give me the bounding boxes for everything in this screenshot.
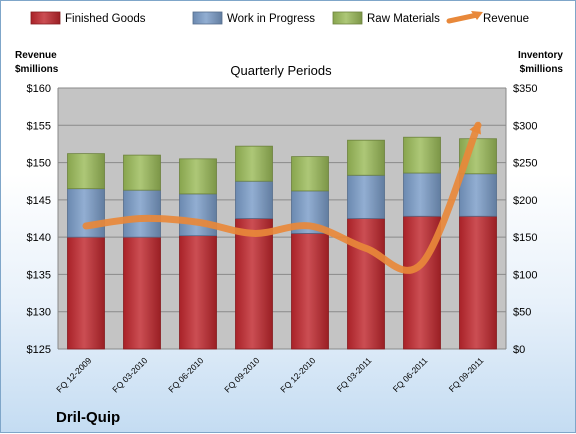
left-tick-label: $155 bbox=[27, 120, 51, 132]
x-tick-label: FQ 03-2011 bbox=[335, 355, 374, 394]
right-tick-label: $0 bbox=[513, 344, 525, 356]
legend-label: Revenue bbox=[483, 13, 529, 25]
bar-raw-materials bbox=[291, 156, 329, 192]
bar-raw-materials bbox=[347, 139, 385, 176]
left-tick-label: $140 bbox=[27, 232, 51, 244]
revenue-arrowhead bbox=[469, 121, 481, 135]
bar-work-in-progress bbox=[347, 174, 385, 219]
right-tick-label: $200 bbox=[513, 195, 537, 207]
bar-raw-materials bbox=[67, 153, 105, 190]
bar-work-in-progress bbox=[459, 173, 497, 217]
left-tick-label: $160 bbox=[27, 83, 51, 95]
legend-label: Raw Materials bbox=[367, 13, 440, 25]
x-tick-label: FQ 12-2010 bbox=[278, 355, 317, 394]
bar-raw-materials bbox=[403, 136, 441, 174]
bar-finished-goods bbox=[291, 233, 329, 350]
x-tick-label: FQ 09-2011 bbox=[447, 355, 486, 394]
x-tick-label: FQ 12-2009 bbox=[54, 355, 93, 394]
plot-area: $125 $130 $135 $140 $145 $150 $155 $160 $0 $50 $10… bbox=[27, 83, 538, 394]
bar-finished-goods bbox=[179, 235, 217, 350]
bar-work-in-progress bbox=[235, 180, 273, 219]
bar-raw-materials bbox=[179, 158, 217, 195]
x-tick-label: FQ 03-2010 bbox=[110, 355, 149, 394]
bar-work-in-progress bbox=[403, 172, 441, 217]
bar-finished-goods bbox=[67, 236, 105, 350]
bar-finished-goods bbox=[235, 218, 273, 350]
revenue-line bbox=[82, 121, 482, 274]
bar-finished-goods bbox=[459, 215, 497, 350]
right-tick-label: $150 bbox=[513, 232, 537, 244]
right-axis-label-line2: $millions bbox=[520, 64, 564, 75]
left-axis-label-line1: Revenue bbox=[15, 50, 57, 61]
bar-work-in-progress bbox=[179, 193, 217, 237]
left-tick-label: $130 bbox=[27, 307, 51, 319]
right-tick-label: $50 bbox=[513, 307, 531, 319]
chart-title: Quarterly Periods bbox=[230, 63, 332, 78]
legend-label: Finished Goods bbox=[65, 13, 146, 25]
left-axis-label-line2: $millions bbox=[15, 64, 59, 75]
x-tick-label: FQ 06-2010 bbox=[166, 355, 205, 394]
brand-label: Dril-Quip bbox=[56, 409, 120, 426]
bar-finished-goods bbox=[347, 218, 385, 350]
bar-finished-goods bbox=[123, 236, 161, 350]
left-tick-label: $135 bbox=[27, 269, 51, 281]
legend-swatch-revenue bbox=[446, 12, 480, 24]
legend-swatch bbox=[192, 11, 223, 25]
bar-raw-materials bbox=[123, 154, 161, 191]
legend-swatch bbox=[332, 11, 363, 25]
x-tick-label: FQ 09-2010 bbox=[222, 355, 261, 394]
bar-work-in-progress bbox=[123, 189, 161, 238]
bar-raw-materials bbox=[235, 145, 273, 182]
bar-work-in-progress bbox=[67, 188, 105, 238]
right-tick-label: $350 bbox=[513, 83, 537, 95]
legend-swatch bbox=[30, 11, 61, 25]
left-tick-label: $145 bbox=[27, 195, 51, 207]
x-tick-label: FQ 06-2011 bbox=[391, 355, 430, 394]
right-tick-label: $100 bbox=[513, 269, 537, 281]
legend-label: Work in Progress bbox=[227, 13, 315, 25]
legend-arrow-revenue bbox=[471, 11, 483, 20]
legend: Finished Goods Work in Progress Raw Materi… bbox=[30, 11, 529, 25]
left-tick-label: $150 bbox=[27, 158, 51, 170]
right-tick-label: $300 bbox=[513, 120, 537, 132]
right-axis-label-line1: Inventory bbox=[518, 50, 563, 61]
left-tick-label: $125 bbox=[27, 344, 51, 356]
right-tick-label: $250 bbox=[513, 158, 537, 170]
